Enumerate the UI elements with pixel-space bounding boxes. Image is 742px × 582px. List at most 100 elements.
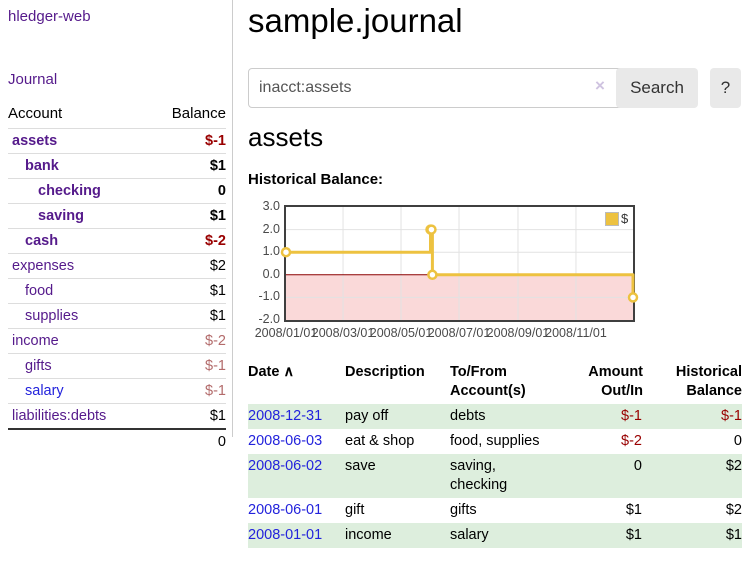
x-axis-tick-label: 2008/07/01 <box>427 326 491 340</box>
account-row: supplies $1 <box>8 303 226 329</box>
transaction-description: gift <box>345 502 365 518</box>
y-axis-tick-label: 0.0 <box>262 266 280 281</box>
account-balance: $1 <box>148 303 226 329</box>
transaction-date-link[interactable]: 2008-12-31 <box>248 408 323 424</box>
clear-search-icon[interactable]: × <box>595 76 605 95</box>
account-link-supplies[interactable]: supplies <box>25 308 79 324</box>
amount-column-header: Amount Out/In <box>588 364 643 399</box>
account-link-liabilities-debts[interactable]: liabilities:debts <box>12 408 107 424</box>
account-link-assets[interactable]: assets <box>12 133 58 149</box>
transaction-balance: $-1 <box>721 408 742 424</box>
transaction-description: eat & shop <box>345 433 415 449</box>
account-link-cash[interactable]: cash <box>25 233 59 249</box>
transaction-amount: 0 <box>633 458 642 474</box>
transaction-accounts: food, supplies <box>450 433 540 449</box>
search-button[interactable]: Search <box>616 68 698 108</box>
account-link-bank[interactable]: bank <box>25 158 59 174</box>
register-table: Date ∧ Description To/From Account(s) Amo… <box>248 363 742 548</box>
x-axis-tick-label: 2008/09/01 <box>486 326 550 340</box>
transaction-balance: $2 <box>725 458 742 474</box>
register-row: 2008-12-31 pay off debts $-1 $-1 <box>248 404 742 429</box>
y-axis-tick-label: 3.0 <box>262 199 280 213</box>
transaction-description: save <box>345 458 376 474</box>
help-button[interactable]: ? <box>710 68 741 108</box>
account-link-gifts[interactable]: gifts <box>25 358 52 374</box>
account-link-income[interactable]: income <box>12 333 59 349</box>
legend-label: $ <box>621 211 629 226</box>
transaction-balance: $1 <box>725 527 742 543</box>
transaction-accounts: debts <box>450 408 486 424</box>
accounts-table-header: Account Balance <box>8 101 226 129</box>
description-column-header: Description <box>345 364 425 380</box>
brand-link[interactable]: hledger-web <box>8 8 91 25</box>
account-row: income $-2 <box>8 328 226 354</box>
transaction-date-link[interactable]: 2008-06-01 <box>248 502 323 518</box>
x-axis-tick-label: 2008/03/01 <box>311 326 375 340</box>
account-row: cash $-2 <box>8 228 226 254</box>
transaction-date-link[interactable]: 2008-06-02 <box>248 458 323 474</box>
account-row: saving $1 <box>8 203 226 229</box>
account-link-expenses[interactable]: expenses <box>12 258 75 274</box>
account-balance: $-1 <box>148 378 226 404</box>
transaction-accounts: gifts <box>450 502 477 518</box>
account-link-checking[interactable]: checking <box>38 183 101 199</box>
balance-col-header: Balance <box>148 101 226 129</box>
y-axis-tick-label: 1.0 <box>262 244 280 259</box>
transaction-accounts: saving, checking <box>450 458 508 493</box>
register-header-row: Date ∧ Description To/From Account(s) Amo… <box>248 363 742 404</box>
total-row: 0 <box>8 428 226 454</box>
transaction-amount: $-2 <box>621 433 642 449</box>
total-balance: 0 <box>148 428 226 454</box>
chart-title: Historical Balance: <box>248 171 384 188</box>
account-balance: $-1 <box>148 353 226 379</box>
date-column-header[interactable]: Date ∧ <box>248 364 295 380</box>
accounts-column-header: To/From Account(s) <box>450 364 526 399</box>
account-row: salary $-1 <box>8 378 226 404</box>
register-row: 2008-06-01 gift gifts $1 $2 <box>248 498 742 523</box>
account-balance: $-2 <box>148 228 226 254</box>
account-heading: assets <box>248 122 324 152</box>
accounts-col-header: Account <box>8 101 149 129</box>
account-balance: 0 <box>148 178 226 204</box>
sort-ascending-icon: ∧ <box>283 364 295 380</box>
transaction-amount: $1 <box>625 502 642 518</box>
sidebar: hledger-web Journal Account Balance asse… <box>0 0 233 454</box>
register-row: 2008-01-01 income salary $1 $1 <box>248 523 742 548</box>
account-balance: $-1 <box>148 128 226 154</box>
x-axis-tick-label: 2008/05/01 <box>369 326 433 340</box>
y-axis-tick-label: -2.0 <box>258 312 280 326</box>
register-row: 2008-06-03 eat & shop food, supplies $-2 0 <box>248 429 742 454</box>
transaction-amount: $1 <box>625 527 642 543</box>
transaction-balance: 0 <box>733 433 742 449</box>
transaction-amount: $-1 <box>621 408 642 424</box>
accounts-table: Account Balance assets $-1 bank $1 checking 0… <box>8 101 226 454</box>
transaction-accounts: salary <box>450 527 489 543</box>
account-row: checking 0 <box>8 178 226 204</box>
search-input[interactable] <box>248 68 624 108</box>
account-balance: $1 <box>148 203 226 229</box>
page-title: sample.journal <box>248 2 463 39</box>
account-link-food[interactable]: food <box>25 283 54 299</box>
account-link-salary[interactable]: salary <box>25 383 64 399</box>
account-row: expenses $2 <box>8 253 226 279</box>
y-axis-tick-label: -1.0 <box>258 289 280 304</box>
x-axis-tick-label: 2008/01/01 <box>254 326 318 340</box>
transaction-balance: $2 <box>725 502 742 518</box>
transaction-date-link[interactable]: 2008-06-03 <box>248 433 323 449</box>
sidebar-item-journal[interactable]: Journal <box>8 71 58 88</box>
transaction-description: income <box>345 527 392 543</box>
chart-canvas <box>280 207 639 320</box>
y-axis-tick-label: 2.0 <box>262 221 280 236</box>
account-balance: $2 <box>148 253 226 279</box>
account-balance: $1 <box>148 153 226 179</box>
legend-swatch <box>605 211 619 226</box>
account-row: liabilities:debts $1 <box>8 403 226 430</box>
account-balance: $1 <box>148 403 226 430</box>
transaction-date-link[interactable]: 2008-01-01 <box>248 527 323 543</box>
chart-legend: $ <box>605 211 628 226</box>
account-row: bank $1 <box>8 153 226 179</box>
account-link-saving[interactable]: saving <box>38 208 84 224</box>
register-row: 2008-06-02 save saving, checking 0 $2 <box>248 454 742 498</box>
account-row: assets $-1 <box>8 128 226 154</box>
